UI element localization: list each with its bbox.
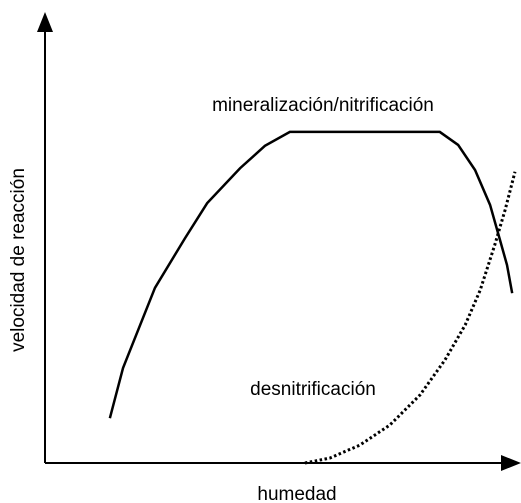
x-axis-arrow (501, 455, 521, 471)
y-axis-arrow (37, 12, 53, 32)
series-line (304, 171, 517, 465)
series-line (108, 130, 514, 419)
series-label: mineralización/nitrificación (212, 95, 434, 116)
series-label: desnitrificación (250, 379, 376, 400)
x-axis-label: humedad (257, 484, 336, 503)
y-axis-label: velocidad de reacción (8, 168, 29, 352)
